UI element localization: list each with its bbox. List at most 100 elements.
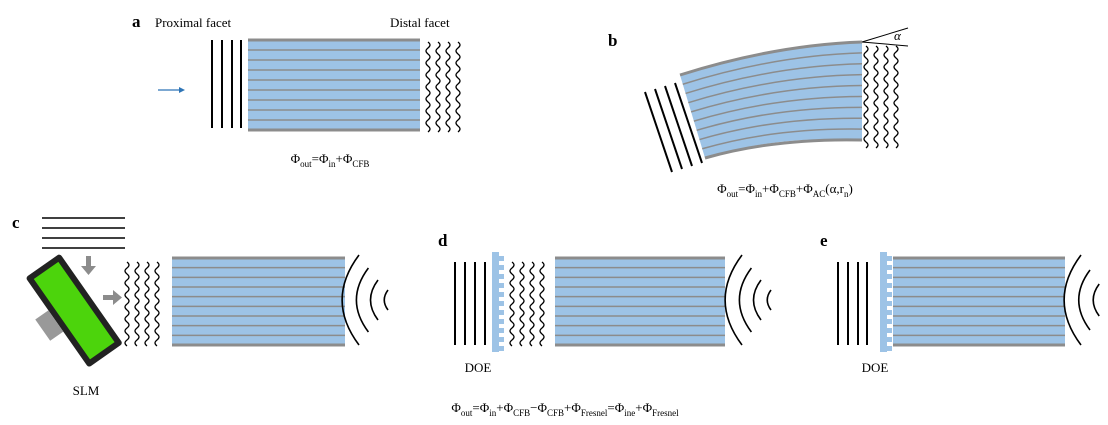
fiber-bundle: [893, 258, 1065, 345]
doe-tooth: [887, 319, 892, 324]
fiber-bundle: [248, 40, 420, 130]
doe-tooth: [887, 346, 892, 351]
eq-sub: CFB: [513, 408, 530, 418]
doe-tooth: [887, 283, 892, 288]
panel-label: e: [820, 231, 828, 250]
distorted-wave: [145, 262, 149, 346]
eq-base: Φ: [291, 151, 301, 166]
doe-tooth: [887, 337, 892, 342]
distorted-wave: [155, 262, 159, 346]
distorted-wave: [874, 46, 878, 148]
arrow: [103, 290, 122, 305]
distorted-wave: [426, 42, 430, 132]
distorted-wave: [125, 262, 129, 346]
eq-symbol: (α,: [825, 181, 839, 196]
distorted-wave: [884, 46, 888, 148]
doe: [880, 252, 887, 352]
doe-tooth: [499, 328, 504, 333]
doe-tooth: [499, 292, 504, 297]
plane-wave: [655, 89, 682, 169]
doe-tooth: [887, 256, 892, 261]
eq-sub: CFB: [352, 159, 369, 169]
distorted-wave: [530, 262, 534, 346]
doe-tooth: [887, 274, 892, 279]
focused-wave: [1093, 284, 1099, 316]
doe-tooth: [499, 346, 504, 351]
eq-base: Φ: [480, 400, 490, 415]
arrow: [81, 256, 96, 275]
slm: [12, 253, 123, 376]
panel-label: b: [608, 31, 617, 50]
doe-tooth: [499, 319, 504, 324]
distorted-wave: [540, 262, 544, 346]
fiber-bundle: [172, 258, 345, 345]
doe: [492, 252, 499, 352]
eq-base: Φ: [746, 181, 756, 196]
eq-symbol: +: [762, 181, 769, 196]
eq-sub: ine: [624, 408, 635, 418]
eq-base: Φ: [615, 400, 625, 415]
caption: Distal facet: [390, 15, 450, 30]
caption: SLM: [73, 383, 100, 398]
eq-sub: out: [727, 189, 739, 199]
eq-symbol: −: [530, 400, 537, 415]
eq-base: Φ: [451, 400, 461, 415]
eq-symbol: +: [336, 151, 343, 166]
eq-symbol: +: [635, 400, 642, 415]
angle-ray: [862, 42, 908, 46]
focused-wave: [356, 268, 368, 332]
equation: Φout​=Φin​+ΦCFB​−ΦCFB​+ΦFresnel​=Φine​+Φ…: [451, 400, 679, 418]
eq-base: Φ: [643, 400, 653, 415]
doe-tooth: [887, 292, 892, 297]
panel-label: a: [132, 12, 141, 31]
distorted-wave: [436, 42, 440, 132]
eq-symbol: ): [849, 181, 853, 196]
eq-sub: CFB: [547, 408, 564, 418]
doe-tooth: [499, 283, 504, 288]
equation: Φout​=Φin​+ΦCFB​+ΦAC​(α,rn​): [717, 181, 853, 199]
focused-wave: [1079, 270, 1090, 330]
eq-base: Φ: [717, 181, 727, 196]
doe-tooth: [499, 274, 504, 279]
doe-tooth: [499, 301, 504, 306]
distorted-wave: [135, 262, 139, 346]
eq-symbol: =: [738, 181, 745, 196]
caption: Proximal facet: [155, 15, 232, 30]
doe-tooth: [499, 256, 504, 261]
eq-base: Φ: [769, 181, 779, 196]
doe-tooth: [499, 310, 504, 315]
eq-sub: CFB: [779, 189, 796, 199]
figure: a Proximal facet Distal facet b α c SLM …: [0, 0, 1108, 425]
focused-wave: [371, 280, 379, 320]
arrow-head: [179, 87, 185, 93]
panel-label: d: [438, 231, 448, 250]
eq-sub: AC: [813, 189, 826, 199]
distorted-wave: [456, 42, 460, 132]
eq-sub: Fresnel: [652, 408, 679, 418]
eq-base: Φ: [803, 181, 813, 196]
doe-tooth: [499, 337, 504, 342]
eq-sub: out: [300, 159, 312, 169]
doe-tooth: [887, 301, 892, 306]
caption: DOE: [465, 360, 492, 375]
doe-tooth: [887, 265, 892, 270]
plane-wave: [645, 92, 672, 172]
eq-symbol: =: [607, 400, 614, 415]
eq-base: Φ: [571, 400, 581, 415]
eq-base: Φ: [504, 400, 514, 415]
eq-base: Φ: [343, 151, 353, 166]
eq-symbol: +: [564, 400, 571, 415]
focused-wave: [384, 290, 388, 310]
eq-sub: Fresnel: [581, 408, 608, 418]
eq-symbol: =: [312, 151, 319, 166]
eq-base: Φ: [319, 151, 329, 166]
eq-base: Φ: [538, 400, 548, 415]
caption: DOE: [862, 360, 889, 375]
doe-tooth: [887, 310, 892, 315]
distorted-wave: [894, 46, 898, 148]
distorted-wave: [510, 262, 514, 346]
doe-tooth: [499, 265, 504, 270]
equation: Φout​=Φin​+ΦCFB​: [291, 151, 370, 169]
fiber-bundle: [555, 258, 725, 345]
distorted-wave: [446, 42, 450, 132]
